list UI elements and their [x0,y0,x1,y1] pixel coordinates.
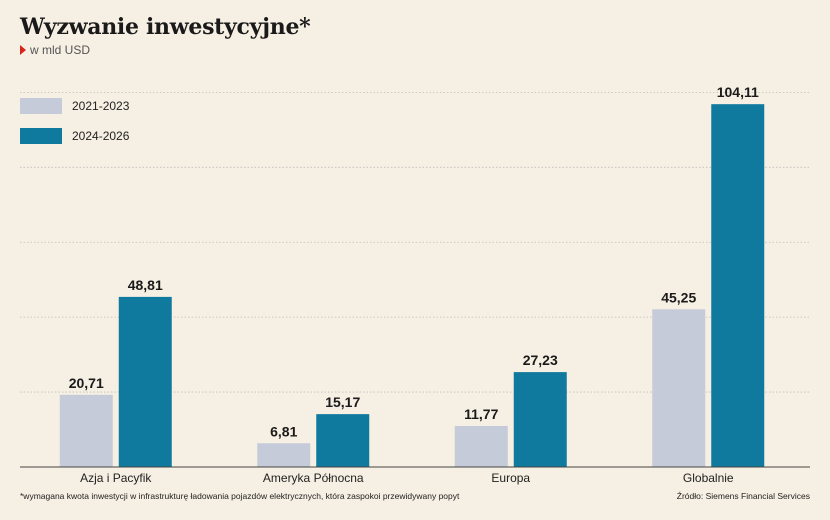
x-tick-label: Globalnie [683,471,734,485]
bar-2021-2023 [257,443,311,467]
legend-item-2021-2023: 2021-2023 [20,98,129,114]
data-label: 48,81 [128,277,163,293]
data-label: 20,71 [69,375,104,391]
data-label: 104,11 [717,84,759,100]
legend-label-2021-2023: 2021-2023 [72,99,130,113]
bar-2021-2023 [454,425,508,467]
legend-label-2024-2026: 2024-2026 [72,129,130,143]
data-label: 6,81 [270,423,297,439]
chart-title: Wyzwanie inwestycyjne* [20,14,311,40]
legend: 2021-2023 2024-2026 [20,98,129,158]
legend-swatch-2021-2023 [20,98,62,114]
bar-2021-2023 [652,309,706,467]
source-note: Źródło: Siemens Financial Services [676,491,810,501]
data-label: 15,17 [325,394,360,410]
unit-label: w mld USD [30,43,91,57]
data-label: 11,77 [464,406,498,422]
bar-2024-2026 [513,372,567,467]
data-label: 27,23 [523,352,558,368]
legend-item-2024-2026: 2024-2026 [20,128,129,144]
bar-2024-2026 [711,104,765,468]
x-tick-label: Ameryka Północna [263,471,364,485]
red-triangle-icon [20,45,26,55]
legend-swatch-2024-2026 [20,128,62,144]
x-tick-label: Azja i Pacyfik [80,471,152,485]
x-tick-label: Europa [491,471,530,485]
data-label: 45,25 [661,289,696,305]
chart-subtitle: w mld USD [20,43,90,57]
footnote: *wymagana kwota inwestycji w infrastrukt… [20,491,460,501]
bar-2021-2023 [59,394,113,467]
bar-2024-2026 [316,414,370,467]
bar-2024-2026 [118,296,172,467]
